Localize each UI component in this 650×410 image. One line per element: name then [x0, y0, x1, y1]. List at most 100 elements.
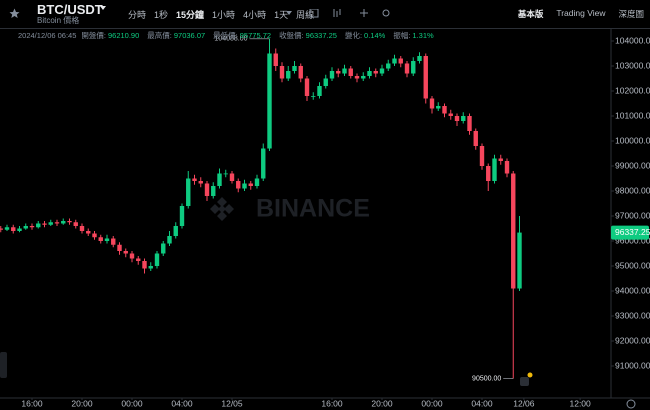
- marker-icon[interactable]: [520, 377, 529, 386]
- info-label: 變化:: [344, 31, 363, 40]
- candle-body: [373, 71, 378, 74]
- view-tab[interactable]: 深度圖: [618, 9, 644, 19]
- candle-body: [448, 113, 453, 116]
- candle-body: [167, 236, 172, 244]
- candle-body: [517, 232, 522, 289]
- info-label: 最低價:: [213, 31, 238, 40]
- candle-body: [423, 56, 428, 99]
- interval-tab[interactable]: 15分鐘: [176, 10, 205, 20]
- candle-body: [279, 66, 285, 79]
- candle-body: [442, 106, 447, 114]
- candle-body: [286, 71, 291, 79]
- candle-body: [304, 78, 310, 96]
- candle-body: [323, 78, 328, 86]
- info-value: 96337.25: [305, 31, 337, 40]
- candle-body: [386, 63, 391, 69]
- candle-body: [248, 183, 253, 186]
- info-label: 振幅:: [393, 31, 411, 40]
- candle-body: [142, 261, 147, 269]
- x-tick-label: 04:00: [171, 398, 193, 408]
- interval-tab[interactable]: 1小時: [212, 10, 236, 20]
- info-value: 97036.07: [173, 31, 206, 40]
- interval-tab[interactable]: 分時: [128, 10, 147, 20]
- candle-body: [273, 53, 278, 66]
- candle-body: [229, 173, 235, 181]
- interval-tab[interactable]: 1秒: [154, 10, 169, 20]
- symbol-dropdown[interactable]: [100, 6, 106, 10]
- candle-body: [98, 237, 103, 241]
- candle-body: [254, 178, 260, 186]
- side-tab[interactable]: [0, 352, 7, 378]
- candle-body: [179, 206, 185, 226]
- candle-body: [129, 253, 135, 259]
- y-tick-label: 96000.00: [615, 235, 650, 245]
- candle-body: [117, 244, 122, 251]
- candle-body: [154, 253, 160, 266]
- info-label: 收盤價:: [279, 31, 304, 40]
- candle-body: [36, 223, 41, 228]
- candle-body: [236, 181, 241, 189]
- y-tick-label: 104000.00: [615, 35, 650, 45]
- candle-body: [17, 228, 22, 231]
- candle-body: [198, 181, 203, 184]
- candle-body: [4, 227, 10, 230]
- candle-body: [486, 166, 491, 181]
- candle-body: [461, 116, 466, 121]
- candle-body: [217, 173, 222, 186]
- candle-body: [311, 96, 316, 97]
- interval-tab[interactable]: 周線: [296, 10, 315, 20]
- candle-body: [79, 226, 85, 231]
- last-price-label: 96337.25: [615, 227, 650, 237]
- x-tick-label: 20:00: [371, 398, 393, 408]
- interval-tab[interactable]: 4小時: [243, 10, 267, 20]
- candle-body: [73, 222, 78, 226]
- settings-icon[interactable]: [626, 399, 636, 409]
- candle-body: [86, 231, 91, 234]
- tool-icons[interactable]: [286, 9, 396, 19]
- candle-body: [348, 68, 353, 76]
- toolbar: BTC/USDT Bitcoin 價格 分時 1秒 15分鐘 1小時 4小時 1天 周線 基…: [0, 0, 650, 29]
- info-value: 0.14%: [364, 31, 386, 40]
- symbol[interactable]: BTC/USDT: [37, 2, 103, 17]
- candle-body: [136, 258, 141, 261]
- candle-body: [317, 86, 322, 96]
- x-tick-label: 04:00: [471, 398, 493, 408]
- candle-body: [123, 251, 128, 254]
- interval-tab[interactable]: 1天: [274, 10, 289, 20]
- x-tick-label: 00:00: [421, 398, 443, 408]
- x-tick-label: 12/06: [513, 398, 535, 408]
- x-tick-label: 20:00: [71, 398, 93, 408]
- candle-body: [0, 228, 3, 230]
- view-tab[interactable]: 基本版: [517, 9, 544, 19]
- y-tick-label: 102000.00: [615, 85, 650, 95]
- candle-body: [204, 183, 210, 196]
- candle-body: [211, 186, 216, 196]
- candle-body: [392, 58, 397, 64]
- candle-body: [111, 238, 116, 245]
- candle-body: [92, 233, 97, 238]
- candle-body: [361, 76, 366, 79]
- favorite-star[interactable]: [9, 8, 20, 19]
- subtitle: Bitcoin 價格: [37, 16, 80, 25]
- candle-body: [298, 66, 303, 79]
- y-tick-label: 95000.00: [615, 260, 650, 270]
- candle-body: [404, 63, 410, 74]
- max-label: 104088.00: [214, 36, 247, 43]
- candle-body: [11, 227, 16, 231]
- candle-body: [398, 58, 403, 64]
- candle-body: [454, 116, 460, 121]
- info-datetime: 2024/12/06 06:45: [18, 31, 77, 40]
- x-tick-label: 00:00: [121, 398, 143, 408]
- candle-body: [223, 173, 228, 175]
- candle-body: [354, 76, 360, 79]
- info-label: 開盤價:: [81, 31, 106, 40]
- candle-body: [436, 106, 441, 109]
- x-tick-label: 12:00: [569, 398, 591, 408]
- view-tab[interactable]: Trading View: [556, 8, 606, 18]
- candle-body: [29, 226, 35, 228]
- ohlc-info: 2024/12/06 06:45 開盤價: 96210.90 最高價: 97036.07…: [18, 30, 442, 41]
- candle-body: [473, 131, 478, 146]
- x-tick-label: 16:00: [21, 398, 43, 408]
